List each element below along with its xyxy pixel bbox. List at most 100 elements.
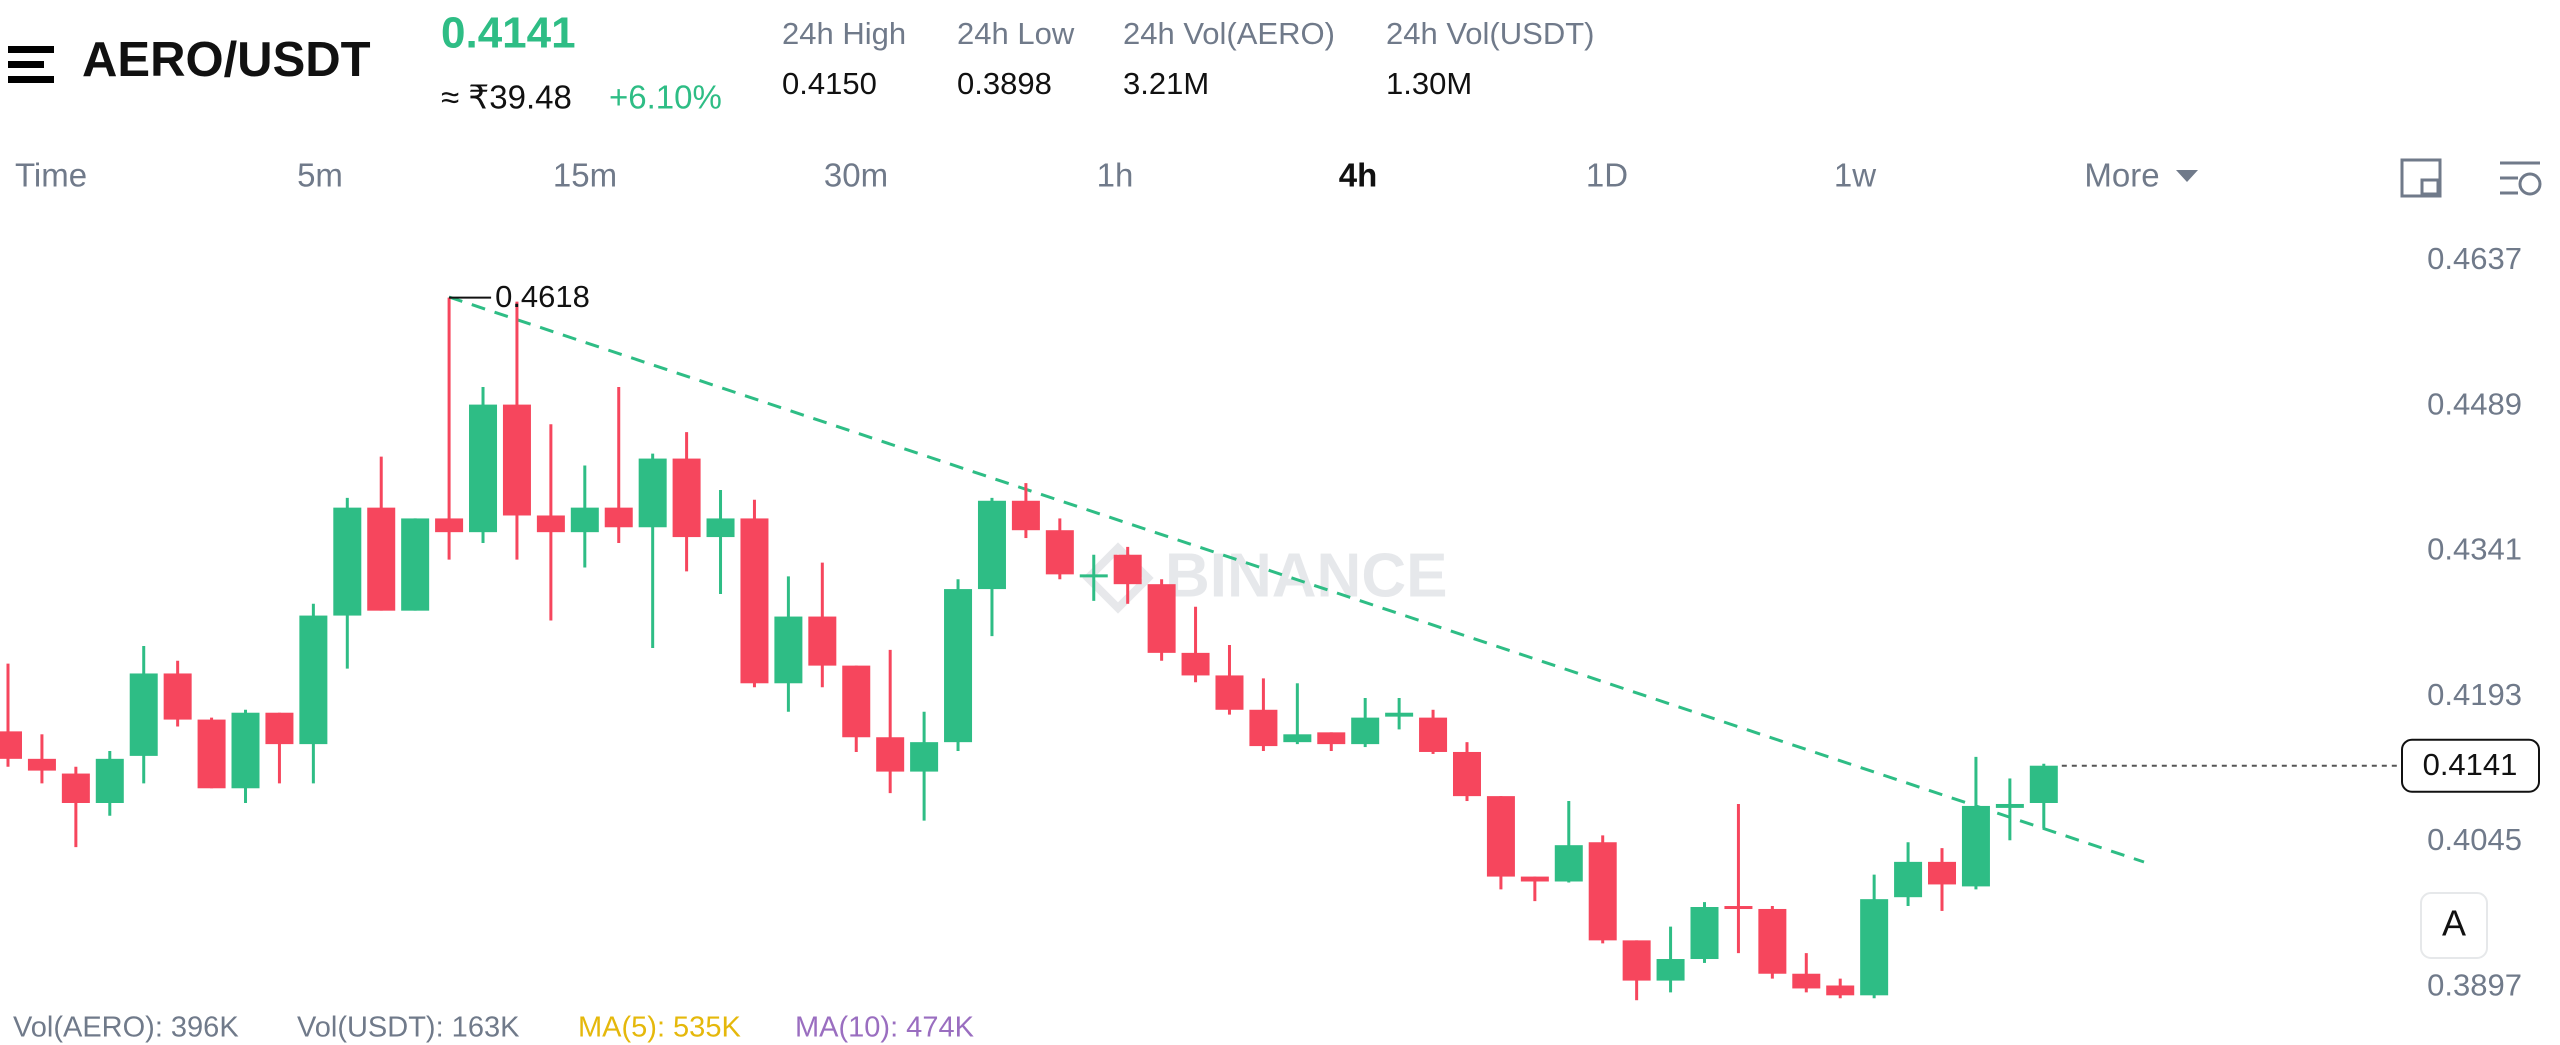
candle-body bbox=[604, 507, 633, 528]
candle-body bbox=[265, 712, 294, 745]
last-price-box bbox=[2401, 738, 2540, 793]
interval-tab[interactable]: 1D bbox=[1586, 157, 1628, 194]
candle-body bbox=[231, 712, 260, 789]
candle-body bbox=[435, 518, 464, 533]
plot: 0.4637 0.4489 0.4341 0.4193 0.4045 0.3897 0.46… bbox=[0, 241, 2540, 1002]
candle-body bbox=[1894, 861, 1923, 898]
indicator-label: MA(5): 535K bbox=[578, 1012, 741, 1044]
indicator-legend: Vol(AERO): 396K Vol(USDT): 163K MA(5): 535… bbox=[13, 1012, 975, 1044]
candle-body bbox=[1758, 908, 1787, 974]
candle-body bbox=[502, 404, 531, 516]
candle-body bbox=[1045, 530, 1074, 575]
icon-bar bbox=[8, 76, 54, 83]
candle-body bbox=[977, 500, 1006, 590]
stat-value: 0.3898 bbox=[957, 66, 1052, 101]
stat-value: 0.4150 bbox=[782, 66, 877, 101]
stat-value: 1.30M bbox=[1386, 66, 1472, 101]
candle-body bbox=[1419, 717, 1448, 752]
candle-body bbox=[740, 518, 769, 684]
candle-body bbox=[1690, 907, 1719, 960]
y-tick-label: 0.4341 bbox=[2427, 532, 2522, 567]
y-tick-label: 0.3897 bbox=[2427, 967, 2522, 1002]
stat-label: 24h High bbox=[782, 16, 906, 51]
candle-body bbox=[1860, 899, 1889, 996]
indicator-label: Vol(USDT): 163K bbox=[297, 1012, 520, 1044]
price-change: +6.10% bbox=[609, 79, 722, 116]
candle-body bbox=[1995, 803, 2024, 808]
candle-body bbox=[944, 589, 973, 743]
candle-body bbox=[1249, 709, 1278, 747]
max-label: 0.4618 bbox=[495, 279, 590, 314]
interval-tab[interactable]: 4h bbox=[1339, 157, 1378, 194]
interval-tab[interactable]: 1h bbox=[1097, 157, 1134, 194]
interval-tab[interactable]: 1w bbox=[1834, 157, 1876, 194]
icon-gear bbox=[2518, 172, 2542, 196]
candle-body bbox=[95, 758, 124, 803]
candle-body bbox=[774, 616, 803, 684]
candle-body bbox=[1452, 751, 1481, 797]
interval-tab[interactable]: 15m bbox=[553, 157, 617, 194]
indicator-label: Vol(AERO): 396K bbox=[13, 1012, 239, 1044]
icon-frame bbox=[2400, 158, 2442, 198]
settings-icon[interactable] bbox=[2500, 161, 2542, 196]
button-frame bbox=[2420, 892, 2488, 959]
candle-body bbox=[129, 673, 158, 756]
interval-tab[interactable]: 30m bbox=[824, 157, 888, 194]
icon-bar bbox=[8, 46, 54, 53]
scale-button[interactable]: A bbox=[2420, 892, 2488, 959]
stat-label: 24h Vol(AERO) bbox=[1123, 16, 1335, 51]
candle-body bbox=[536, 515, 565, 533]
interval-tab[interactable]: More bbox=[2084, 157, 2159, 194]
local-price: ≈ ₹39.48 bbox=[441, 79, 572, 116]
candle-body bbox=[1961, 805, 1990, 887]
candle-body bbox=[1928, 861, 1957, 885]
watermark-text: BINANCE bbox=[1165, 541, 1447, 610]
stat-label: 24h Vol(USDT) bbox=[1386, 16, 1594, 51]
candle-body bbox=[910, 742, 939, 772]
candle-body bbox=[1826, 985, 1855, 996]
last-price-label: 0.4141 bbox=[2423, 747, 2518, 782]
candle-body bbox=[672, 458, 701, 538]
stat-label: 24h Low bbox=[957, 16, 1075, 51]
candle-body bbox=[1520, 876, 1549, 882]
candle-body bbox=[570, 507, 599, 533]
interval-tab[interactable]: 5m bbox=[297, 157, 343, 194]
candle-body bbox=[1113, 554, 1142, 585]
icon-bar bbox=[8, 61, 44, 68]
menu-icon[interactable] bbox=[8, 46, 54, 83]
candle-body bbox=[1283, 734, 1312, 743]
candle-body bbox=[842, 665, 871, 738]
candle-body bbox=[1554, 845, 1583, 882]
candle-body bbox=[401, 518, 430, 611]
indicator-label: MA(10): 474K bbox=[795, 1012, 975, 1044]
candle-body bbox=[333, 507, 362, 616]
candle-body bbox=[197, 719, 226, 789]
candle-body bbox=[1588, 842, 1617, 941]
candle-body bbox=[27, 758, 56, 771]
stats: 24h High 0.4150 24h Low 0.3898 24h Vol(AERO)… bbox=[782, 16, 1594, 101]
fullscreen-icon[interactable] bbox=[2400, 158, 2442, 198]
candle-body bbox=[163, 673, 192, 720]
candle-body bbox=[1385, 712, 1414, 717]
candle-body bbox=[469, 404, 498, 533]
candle-body bbox=[367, 507, 396, 611]
scale-button-label: A bbox=[2442, 903, 2466, 944]
candle-body bbox=[706, 518, 735, 538]
interval-tab[interactable]: Time bbox=[15, 157, 87, 194]
candle-body bbox=[1351, 717, 1380, 745]
candle-body bbox=[61, 773, 90, 803]
candle-body bbox=[1724, 906, 1753, 910]
candle-body bbox=[0, 731, 22, 759]
candle-body bbox=[638, 458, 667, 528]
candle-body bbox=[1147, 584, 1176, 653]
candle-body bbox=[1486, 796, 1515, 877]
y-tick-label: 0.4489 bbox=[2427, 386, 2522, 421]
candle-body bbox=[1656, 959, 1685, 981]
candle-body bbox=[299, 615, 328, 745]
y-tick-label: 0.4193 bbox=[2427, 677, 2522, 712]
candle-body bbox=[1317, 732, 1346, 745]
candle-body bbox=[1011, 500, 1040, 531]
candle-body bbox=[1622, 940, 1651, 981]
